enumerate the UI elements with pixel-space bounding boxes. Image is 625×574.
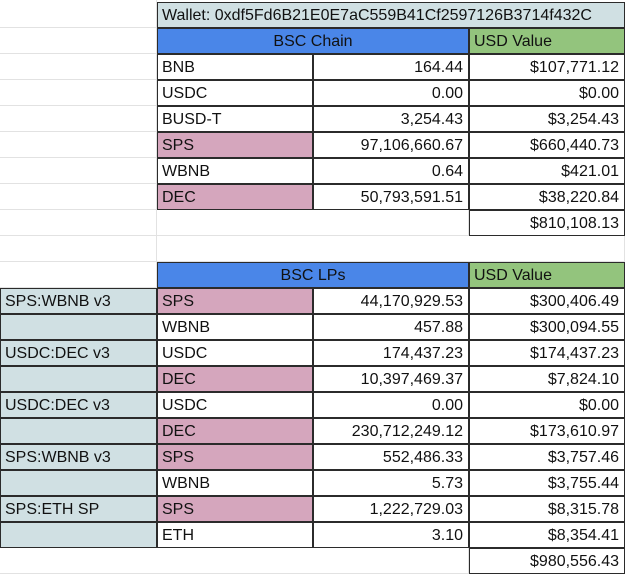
empty-cell[interactable]	[0, 28, 157, 54]
usd-value-header[interactable]: USD Value	[469, 28, 625, 54]
token-cell[interactable]: USDC	[157, 392, 313, 418]
lp-pair-cell[interactable]	[0, 314, 157, 340]
usd-cell[interactable]: $173,610.97	[469, 418, 625, 444]
usd-cell[interactable]: $3,755.44	[469, 470, 625, 496]
token-cell[interactable]: DEC	[157, 418, 313, 444]
bsc-lps-header[interactable]: BSC LPs	[157, 262, 469, 288]
bsc-chain-header[interactable]: BSC Chain	[157, 28, 469, 54]
usd-cell[interactable]: $660,440.73	[469, 132, 625, 158]
token-cell[interactable]: SPS	[157, 496, 313, 522]
empty-cell[interactable]	[0, 158, 157, 184]
token-cell[interactable]: WBNB	[157, 470, 313, 496]
amount-cell[interactable]: 174,437.23	[313, 340, 469, 366]
token-cell[interactable]: USDC	[157, 80, 313, 106]
token-cell[interactable]: SPS	[157, 444, 313, 470]
usd-cell[interactable]: $38,220.84	[469, 184, 625, 210]
usd-cell[interactable]: $8,354.41	[469, 522, 625, 548]
empty-cell[interactable]	[0, 54, 157, 80]
token-cell[interactable]: DEC	[157, 366, 313, 392]
amount-cell[interactable]: 50,793,591.51	[313, 184, 469, 210]
amount-cell[interactable]: 0.64	[313, 158, 469, 184]
amount-cell[interactable]: 97,106,660.67	[313, 132, 469, 158]
usd-cell[interactable]: $107,771.12	[469, 54, 625, 80]
usd-cell[interactable]: $300,406.49	[469, 288, 625, 314]
amount-cell[interactable]: 164.44	[313, 54, 469, 80]
usd-cell[interactable]: $0.00	[469, 392, 625, 418]
lp-pair-cell[interactable]: SPS:WBNB v3	[0, 444, 157, 470]
token-cell[interactable]: SPS	[157, 288, 313, 314]
amount-cell[interactable]: 3.10	[313, 522, 469, 548]
empty-cell[interactable]	[0, 184, 157, 210]
usd-cell[interactable]: $421.01	[469, 158, 625, 184]
lp-pair-cell[interactable]: SPS:WBNB v3	[0, 288, 157, 314]
usd-cell[interactable]: $0.00	[469, 80, 625, 106]
token-cell[interactable]: ETH	[157, 522, 313, 548]
token-cell[interactable]: SPS	[157, 132, 313, 158]
usd-cell[interactable]: $300,094.55	[469, 314, 625, 340]
empty-cell[interactable]	[0, 236, 157, 262]
amount-cell[interactable]: 230,712,249.12	[313, 418, 469, 444]
amount-cell[interactable]: 457.88	[313, 314, 469, 340]
usd-cell[interactable]: $3,757.46	[469, 444, 625, 470]
lp-pair-cell[interactable]: USDC:DEC v3	[0, 340, 157, 366]
token-cell[interactable]: WBNB	[157, 158, 313, 184]
amount-cell[interactable]: 1,222,729.03	[313, 496, 469, 522]
usd-cell[interactable]: $7,824.10	[469, 366, 625, 392]
empty-cell[interactable]	[0, 548, 469, 574]
usd-cell[interactable]: $174,437.23	[469, 340, 625, 366]
lp-pair-cell[interactable]	[0, 418, 157, 444]
lp-pair-cell[interactable]	[0, 522, 157, 548]
token-cell[interactable]: BNB	[157, 54, 313, 80]
amount-cell[interactable]: 5.73	[313, 470, 469, 496]
chain-total[interactable]: $810,108.13	[469, 210, 625, 236]
token-cell[interactable]: BUSD-T	[157, 106, 313, 132]
amount-cell[interactable]: 552,486.33	[313, 444, 469, 470]
amount-cell[interactable]: 0.00	[313, 80, 469, 106]
empty-cell[interactable]	[0, 132, 157, 158]
empty-cell[interactable]	[0, 106, 157, 132]
empty-cell[interactable]	[157, 236, 625, 262]
amount-cell[interactable]: 44,170,929.53	[313, 288, 469, 314]
lp-pair-cell[interactable]	[0, 470, 157, 496]
empty-cell[interactable]	[157, 210, 469, 236]
empty-cell[interactable]	[0, 210, 157, 236]
lp-pair-cell[interactable]: USDC:DEC v3	[0, 392, 157, 418]
empty-cell[interactable]	[0, 80, 157, 106]
lp-pair-cell[interactable]	[0, 366, 157, 392]
empty-cell[interactable]	[0, 0, 157, 28]
token-cell[interactable]: USDC	[157, 340, 313, 366]
lps-total[interactable]: $980,556.43	[469, 548, 625, 574]
amount-cell[interactable]: 0.00	[313, 392, 469, 418]
amount-cell[interactable]: 3,254.43	[313, 106, 469, 132]
usd-cell[interactable]: $3,254.43	[469, 106, 625, 132]
wallet-address[interactable]: Wallet: 0xdf5Fd6B21E0E7aC559B41Cf2597126…	[157, 2, 625, 28]
lp-pair-cell[interactable]: SPS:ETH SP	[0, 496, 157, 522]
token-cell[interactable]: DEC	[157, 184, 313, 210]
token-cell[interactable]: WBNB	[157, 314, 313, 340]
usd-cell[interactable]: $8,315.78	[469, 496, 625, 522]
amount-cell[interactable]: 10,397,469.37	[313, 366, 469, 392]
usd-value-header[interactable]: USD Value	[469, 262, 625, 288]
empty-cell[interactable]	[0, 262, 157, 288]
